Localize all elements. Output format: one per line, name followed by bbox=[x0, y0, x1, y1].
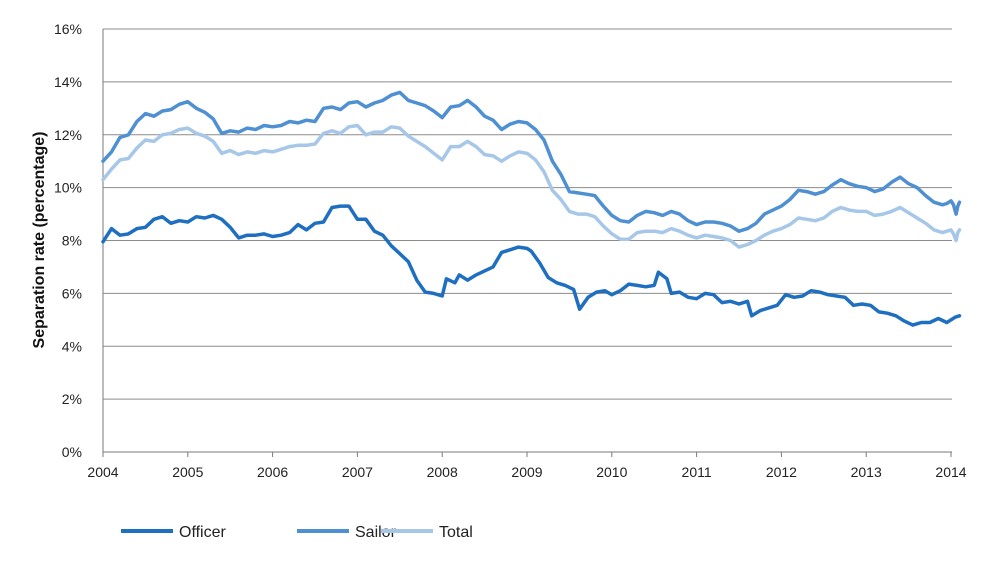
x-tick-label: 2008 bbox=[427, 464, 458, 480]
x-tick-label: 2010 bbox=[596, 464, 627, 480]
gridlines bbox=[103, 28, 952, 400]
y-tick-label: 6% bbox=[62, 285, 82, 301]
x-tick-label: 2014 bbox=[935, 464, 966, 480]
y-tick-label: 8% bbox=[62, 233, 82, 249]
legend-label-sailor: Sailor bbox=[355, 524, 397, 541]
x-tick-label: 2013 bbox=[851, 464, 882, 480]
y-tick-label: 0% bbox=[62, 444, 82, 460]
axes bbox=[102, 29, 952, 457]
x-tick-label: 2006 bbox=[257, 464, 288, 480]
y-tick-label: 12% bbox=[54, 127, 82, 143]
x-tick-labels: 2004 2005 2006 2007 2008 2009 2010 2011 2012 2013… bbox=[87, 464, 966, 480]
y-tick-labels: 0% 2% 4% 6% 8% 10% 12% 14% 16% bbox=[54, 21, 82, 460]
series-line-total bbox=[101, 123, 962, 249]
y-tick-label: 14% bbox=[54, 74, 82, 90]
y-axis-title: Separation rate (percentage) bbox=[31, 132, 48, 349]
legend-label-officer: Officer bbox=[179, 524, 227, 541]
legend-label-total: Total bbox=[439, 524, 473, 541]
x-tick-label: 2005 bbox=[172, 464, 203, 480]
series-line-sailor bbox=[101, 90, 962, 233]
x-tick-label: 2004 bbox=[87, 464, 118, 480]
y-tick-label: 10% bbox=[54, 180, 82, 196]
x-tick-label: 2012 bbox=[766, 464, 797, 480]
legend: Officer Sailor Total bbox=[121, 524, 473, 541]
y-tick-label: 16% bbox=[54, 21, 82, 37]
y-tick-label: 4% bbox=[62, 338, 82, 354]
y-tick-label: 2% bbox=[62, 391, 82, 407]
series-line-officer bbox=[101, 204, 962, 327]
x-tick-label: 2011 bbox=[682, 464, 712, 480]
series-lines bbox=[101, 90, 962, 327]
x-tick-label: 2009 bbox=[511, 464, 542, 480]
x-tick-label: 2007 bbox=[342, 464, 373, 480]
